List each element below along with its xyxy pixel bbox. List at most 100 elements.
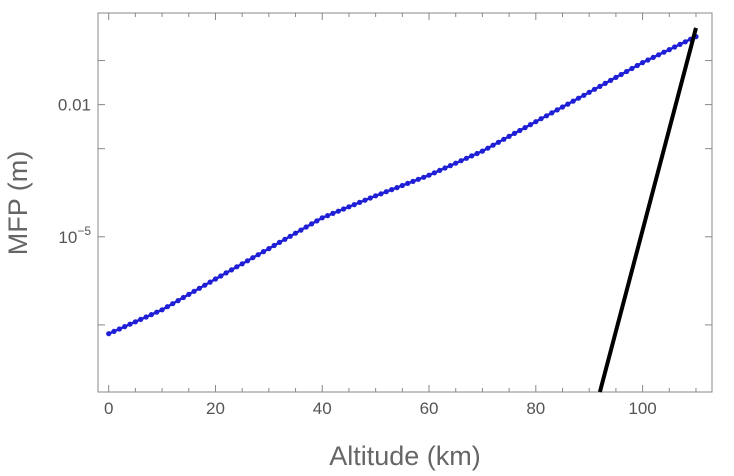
- mfp-data-point: [469, 153, 475, 159]
- mfp-data-point: [586, 89, 592, 95]
- mfp-data-point: [399, 182, 405, 189]
- mfp-data-point: [479, 148, 485, 154]
- mfp-data-point: [170, 301, 176, 307]
- mfp-data-point: [522, 125, 528, 131]
- mfp-data-point: [367, 195, 373, 201]
- mfp-data-point: [218, 273, 224, 279]
- mfp-data-point: [362, 197, 368, 203]
- mfp-data-point: [287, 233, 293, 239]
- mfp-data-point: [618, 71, 624, 78]
- mfp-data-point: [122, 324, 128, 330]
- mfp-data-point: [335, 208, 341, 214]
- mfp-data-point: [410, 178, 416, 184]
- x-axis-title: Altitude (km): [329, 441, 481, 471]
- mfp-data-point: [613, 74, 619, 80]
- mfp-data-point: [490, 142, 496, 148]
- mfp-data-point: [276, 239, 283, 245]
- mfp-data-point: [608, 77, 614, 83]
- mfp-data-point: [111, 328, 117, 334]
- mfp-data-point: [511, 130, 518, 136]
- mfp-data-point: [260, 249, 267, 255]
- mfp-data-point: [538, 116, 544, 122]
- mfp-data-point: [554, 107, 560, 113]
- mfp-data-point: [458, 158, 464, 164]
- mfp-data-point: [629, 65, 635, 72]
- mfp-data-point: [116, 326, 122, 332]
- mfp-data-point: [346, 204, 352, 210]
- mfp-data-point: [581, 92, 587, 98]
- mfp-data-point: [154, 309, 160, 315]
- mfp-data-point: [645, 57, 651, 63]
- mfp-data-point: [656, 52, 662, 58]
- mfp-data-point: [624, 68, 630, 75]
- mfp-data-point: [570, 98, 576, 104]
- mfp-data-point: [474, 150, 480, 157]
- x-tick-label: 80: [526, 399, 545, 418]
- mfp-data-point: [447, 163, 453, 169]
- mfp-data-point: [282, 236, 288, 242]
- mfp-data-point: [351, 202, 357, 208]
- mfp-data-point: [485, 145, 491, 151]
- mfp-data-point: [394, 185, 400, 191]
- y-tick-label: 10−5: [58, 224, 91, 247]
- mfp-data-point: [421, 174, 427, 180]
- mfp-data-point: [661, 49, 667, 55]
- mfp-data-point: [602, 80, 608, 86]
- mfp-data-point: [234, 264, 240, 270]
- mfp-data-point: [495, 139, 501, 145]
- mfp-data-point: [640, 60, 646, 66]
- y-axis-title: MFP (m): [3, 151, 33, 255]
- mfp-data-point: [357, 199, 363, 205]
- mfp-data-point: [143, 314, 149, 320]
- mfp-data-point: [501, 136, 507, 142]
- x-tick-label: 20: [206, 399, 225, 418]
- mfp-data-point: [298, 227, 304, 233]
- mfp-data-point: [549, 110, 555, 116]
- mfp-data-point: [138, 316, 144, 322]
- mfp-data-point: [180, 294, 186, 301]
- mfp-data-point: [453, 160, 459, 166]
- mfp-data-point: [543, 113, 550, 119]
- mfp-data-point: [650, 54, 656, 61]
- ticks-group: [98, 13, 712, 392]
- labels-group: 0 20 40 60 80 100 0.01 10−5: [58, 96, 657, 418]
- mfp-data-point: [191, 288, 197, 294]
- mfp-data-point: [207, 279, 213, 285]
- mfp-data-point: [127, 321, 133, 327]
- y-tick-label: 0.01: [58, 96, 91, 115]
- mfp-data-point: [442, 165, 448, 171]
- mfp-data-point: [666, 47, 672, 53]
- mfp-data-point: [148, 312, 154, 318]
- mfp-data-point: [437, 167, 443, 173]
- plot-frame: [97, 12, 713, 393]
- black-reference-line: [597, 27, 698, 393]
- mfp-data-point: [597, 83, 603, 89]
- mfp-data-point: [341, 206, 347, 212]
- mfp-data-point: [250, 255, 256, 261]
- mfp-data-point: [426, 172, 432, 178]
- mfp-data-point: [303, 224, 309, 230]
- mfp-data-point: [591, 86, 598, 92]
- x-tick-label: 100: [628, 399, 656, 418]
- mfp-data-point: [575, 95, 582, 101]
- mfp-data-point: [244, 258, 251, 264]
- mfp-data-point: [223, 270, 229, 276]
- mfp-data-point: [325, 213, 331, 219]
- series-group: [106, 27, 699, 393]
- mfp-data-point: [672, 44, 678, 50]
- mfp-data-point: [527, 122, 534, 128]
- mfp-data-point: [164, 304, 170, 310]
- mfp-data-point: [373, 193, 379, 199]
- mfp-data-point: [682, 39, 688, 45]
- mfp-data-point: [202, 282, 208, 288]
- mfp-data-point: [565, 101, 571, 107]
- mfp-data-point: [255, 252, 261, 258]
- mfp-data-point: [319, 215, 325, 221]
- mfp-data-point: [389, 187, 395, 193]
- mfp-data-point: [463, 155, 469, 161]
- mfp-data-point: [378, 191, 384, 197]
- mfp-data-point: [431, 170, 437, 176]
- mfp-data-point: [517, 127, 523, 134]
- mfp-data-point: [212, 276, 219, 282]
